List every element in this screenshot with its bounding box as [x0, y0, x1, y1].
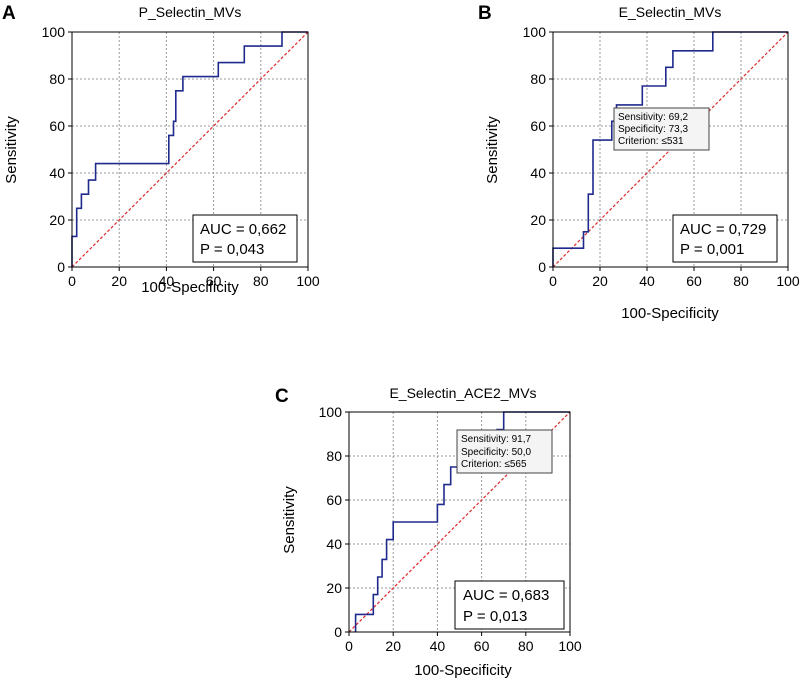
panel-c-ytick-label-60: 60 [326, 492, 342, 508]
panel-a-ytick-label-100: 100 [42, 24, 66, 40]
panel-c-xtick-label-40: 40 [430, 638, 446, 654]
panel-a-ytick-label-80: 80 [49, 71, 65, 87]
panel-a-auc-label: AUC = 0,662 [200, 221, 286, 238]
panel-a-reference-line [71, 31, 309, 268]
panel-c-ytick-label-80: 80 [326, 448, 342, 464]
panel-c-xtick-label-20: 20 [385, 638, 401, 654]
panel-c-ytick-label-100: 100 [319, 404, 343, 420]
panel-a-ytick-label-40: 40 [49, 165, 65, 181]
panel-c-x-ticks: 0 20 40 60 80 100 [345, 632, 582, 654]
panel-a-y-ticks: 0 20 40 60 80 100 [42, 24, 72, 275]
panel-a-roc-curve [71, 31, 308, 267]
panel-c-xtick-label-0: 0 [345, 638, 353, 654]
panel-b-ytick-label-100: 100 [523, 24, 547, 40]
panel-c-tooltip-criterion: Criterion: ≤565 [461, 459, 527, 470]
panel-a-ytick-label-20: 20 [49, 212, 65, 228]
panel-c-tooltip-sensitivity: Sensitivity: 91,7 [461, 434, 531, 445]
panel-b-p-label: P = 0,001 [680, 241, 744, 258]
panel-c-tooltip-specificity: Specificity: 50,0 [461, 447, 531, 458]
panel-c-p-label: P = 0,013 [463, 608, 527, 625]
panel-c-y-ticks: 0 20 40 60 80 100 [319, 404, 349, 640]
panel-a-letter: A [2, 3, 16, 24]
panel-b-ytick-label-0: 0 [538, 259, 546, 275]
panel-b-plot-frame [552, 31, 789, 268]
panel-c-xtick-label-100: 100 [558, 638, 582, 654]
panel-b-letter: B [478, 3, 492, 24]
panel-c-x-axis-label: 100-Specificity [414, 662, 512, 679]
panel-b-ytick-label-80: 80 [530, 71, 546, 87]
panel-b-xtick-label-0: 0 [549, 273, 557, 289]
panel-b-ytick-label-20: 20 [530, 212, 546, 228]
panel-a: A P_Selectin_MVs 0 20 40 60 80 100 0 20 40 60 80 1… [2, 3, 320, 296]
panel-c-ytick-label-0: 0 [334, 624, 342, 640]
panel-a-ytick-label-60: 60 [49, 118, 65, 134]
panel-c-reference-line [348, 411, 571, 633]
panel-b-y-axis-label: Sensitivity [484, 116, 501, 184]
panel-b-title: E_Selectin_MVs [619, 4, 722, 20]
panel-b-ytick-label-60: 60 [530, 118, 546, 134]
panel-b-tooltip-criterion: Criterion: ≤531 [618, 136, 684, 147]
panel-b-xtick-label-60: 60 [686, 273, 702, 289]
panel-b-xtick-label-100: 100 [776, 273, 800, 289]
panel-c-tooltip: Sensitivity: 91,7 Specificity: 50,0 Crit… [456, 429, 553, 474]
panel-b-auc-label: AUC = 0,729 [680, 221, 766, 238]
panel-b-auc-box: AUC = 0,729 P = 0,001 [672, 214, 778, 263]
panel-c-ytick-label-20: 20 [326, 580, 342, 596]
panel-b-ytick-label-40: 40 [530, 165, 546, 181]
panel-c-auc-box: AUC = 0,683 P = 0,013 [454, 580, 565, 630]
panel-a-plot-frame [71, 31, 309, 268]
panel-a-xtick-label-0: 0 [68, 273, 76, 289]
panel-b-x-axis-label: 100-Specificity [621, 305, 719, 322]
panel-c-y-axis-label: Sensitivity [281, 486, 298, 554]
panel-a-p-label: P = 0,043 [200, 241, 264, 258]
panel-b-xtick-label-40: 40 [639, 273, 655, 289]
panel-c-xtick-label-80: 80 [518, 638, 534, 654]
panel-a-xtick-label-100: 100 [296, 273, 320, 289]
panel-a-x-axis-label: 100-Specificity [141, 279, 239, 296]
panel-a-title: P_Selectin_MVs [139, 4, 242, 20]
panel-c-plot-frame [348, 411, 571, 633]
panel-c-ytick-label-40: 40 [326, 536, 342, 552]
panel-c-title: E_Selectin_ACE2_MVs [389, 385, 536, 401]
panel-a-xtick-label-60: 60 [206, 273, 222, 289]
panel-c-auc-label: AUC = 0,683 [463, 587, 549, 604]
panel-b-tooltip: Sensitivity: 69,2 Specificity: 73,3 Crit… [613, 107, 710, 151]
panel-b: B E_Selectin_MVs 0 20 40 60 80 100 0 20 40 60 80 1… [478, 3, 800, 322]
panel-b-x-ticks: 0 20 40 60 80 100 [549, 267, 800, 289]
panel-c: C E_Selectin_ACE2_MVs 0 20 40 60 80 100 0 20 40… [275, 385, 582, 679]
panel-a-y-axis-label: Sensitivity [3, 116, 20, 184]
panel-a-xtick-label-40: 40 [159, 273, 175, 289]
panel-a-xtick-label-80: 80 [253, 273, 269, 289]
panel-b-y-ticks: 0 20 40 60 80 100 [523, 24, 553, 275]
panel-a-ytick-label-0: 0 [57, 259, 65, 275]
panel-b-tooltip-specificity: Specificity: 73,3 [618, 124, 688, 135]
panel-a-xtick-label-20: 20 [111, 273, 127, 289]
panel-c-letter: C [275, 386, 289, 407]
panel-b-tooltip-sensitivity: Sensitivity: 69,2 [618, 112, 688, 123]
panel-b-xtick-label-20: 20 [592, 273, 608, 289]
panel-a-auc-box: AUC = 0,662 P = 0,043 [192, 214, 298, 263]
panel-a-x-ticks: 0 20 40 60 80 100 [68, 267, 320, 289]
panel-b-xtick-label-80: 80 [733, 273, 749, 289]
panel-c-xtick-label-60: 60 [474, 638, 490, 654]
